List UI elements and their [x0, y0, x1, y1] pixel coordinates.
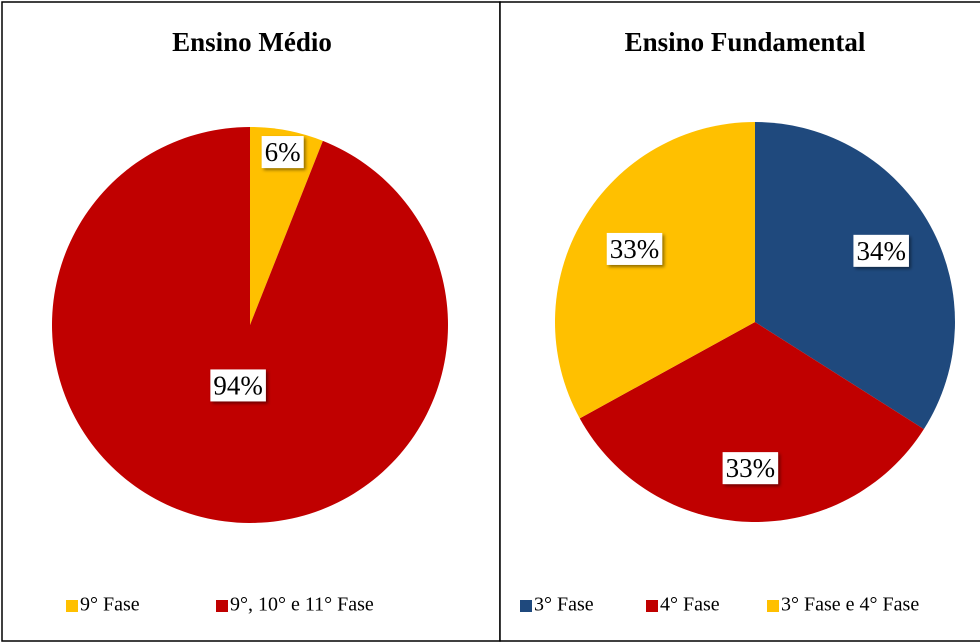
legend-swatch	[216, 600, 228, 612]
data-label-group: 34%	[853, 234, 909, 267]
data-label: 33%	[726, 453, 776, 483]
data-label-box	[722, 452, 779, 485]
pie-slice	[755, 122, 955, 430]
data-label-group: 94%	[210, 369, 266, 402]
data-label-group: 33%	[606, 232, 663, 265]
data-label: 94%	[213, 370, 263, 400]
legend-label: 4° Fase	[660, 594, 720, 616]
data-label: 34%	[856, 236, 906, 266]
data-label-group: 33%	[722, 452, 779, 485]
chart-title: Ensino Médio	[172, 27, 332, 57]
legend-swatch	[66, 600, 78, 612]
legend-swatch	[520, 600, 532, 612]
pie-slice	[579, 322, 924, 523]
legend-swatch	[767, 600, 779, 612]
data-label-box	[210, 369, 266, 402]
data-label: 6%	[265, 137, 301, 167]
legend-label: 3° Fase	[534, 594, 594, 616]
data-label-box	[606, 232, 663, 265]
legend-swatch	[646, 600, 658, 612]
pie-slice	[554, 122, 755, 419]
data-label-box	[261, 136, 304, 169]
pie-slice	[52, 127, 449, 524]
data-label-box	[853, 234, 909, 267]
pie-slice	[250, 127, 323, 325]
data-label-group: 6%	[261, 136, 304, 169]
chart-title: Ensino Fundamental	[625, 27, 866, 57]
legend-label: 3° Fase e 4° Fase	[781, 594, 919, 616]
data-label: 33%	[610, 234, 660, 264]
legend-label: 9°, 10° e 11° Fase	[230, 594, 374, 616]
legend-label: 9° Fase	[80, 594, 140, 616]
